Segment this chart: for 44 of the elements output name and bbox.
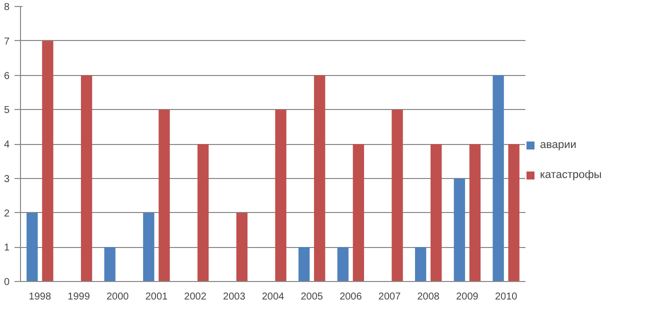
- x-tick-label: 2001: [145, 292, 168, 302]
- y-tick-label: 7: [4, 36, 10, 48]
- legend-label: аварии: [540, 139, 576, 151]
- bar: [430, 144, 442, 282]
- y-tick-label: 0: [4, 277, 10, 288]
- y-tick-label: 6: [4, 70, 10, 82]
- bar: [454, 178, 466, 282]
- x-tick-label: 2010: [494, 292, 518, 302]
- bar: [104, 247, 116, 282]
- x-tick-label: 2000: [106, 292, 130, 302]
- x-tick-label: 2004: [262, 292, 285, 302]
- bar: [352, 144, 364, 282]
- y-tick-label: 8: [4, 2, 10, 13]
- x-tick-label: 2007: [378, 292, 402, 302]
- bar: [197, 144, 209, 282]
- bar: [80, 75, 92, 282]
- bar: [42, 40, 54, 282]
- bar: [26, 212, 38, 282]
- x-tick-label: 2005: [300, 292, 324, 302]
- legend-label: катастрофы: [540, 169, 602, 181]
- bar: [392, 110, 403, 282]
- y-tick-label: 3: [4, 174, 10, 185]
- bar: [143, 212, 154, 282]
- y-tick-label: 4: [4, 140, 10, 150]
- bar: [337, 247, 349, 282]
- x-tick-label: 2008: [417, 292, 440, 302]
- bar: [492, 75, 504, 282]
- bar: [469, 144, 481, 282]
- bar: [158, 110, 170, 282]
- bar: [275, 110, 286, 282]
- bar: [415, 247, 426, 282]
- x-tick-label: 1999: [68, 292, 90, 302]
- y-tick-label: 2: [4, 208, 10, 220]
- x-tick-label: 2006: [340, 292, 362, 302]
- bar: [298, 247, 310, 282]
- y-tick-label: 5: [4, 105, 10, 116]
- bar: [314, 75, 326, 282]
- bar: [236, 212, 248, 282]
- x-tick-label: 2002: [184, 292, 207, 302]
- bar: [508, 144, 520, 282]
- x-tick-label: 2003: [223, 292, 246, 302]
- x-tick-label: 2009: [456, 292, 479, 302]
- y-tick-label: 1: [4, 242, 10, 254]
- x-tick-label: 1998: [28, 292, 52, 302]
